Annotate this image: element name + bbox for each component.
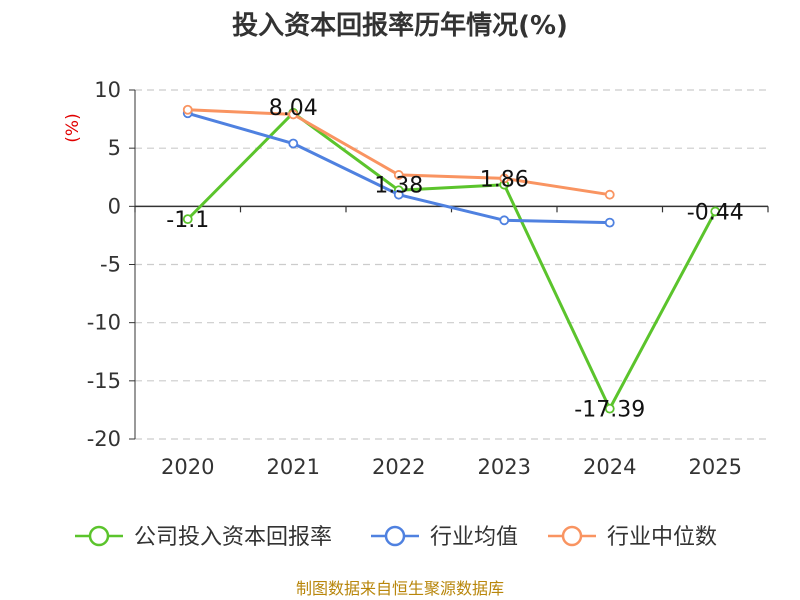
y-tick-label: -20 [87, 427, 121, 451]
x-tick-label: 2024 [583, 455, 636, 479]
data-label: 1.38 [374, 173, 423, 198]
series-line-0 [186, 111, 717, 411]
x-tick-label: 2021 [267, 455, 320, 479]
data-label: 1.86 [480, 168, 529, 193]
y-tick-label: 0 [108, 194, 121, 218]
data-label: -0.44 [687, 200, 744, 225]
series-point-2 [499, 173, 510, 184]
x-tick-label: 2023 [478, 455, 531, 479]
series-point-1 [604, 217, 615, 228]
x-tick-label: 2025 [689, 455, 742, 479]
y-tick-label: 5 [108, 136, 121, 160]
series-point-2 [393, 170, 404, 180]
series-point-2 [604, 189, 615, 200]
legend-swatch-marker [88, 525, 110, 547]
axes: 10 5 0 -5 -10 -15 -20 2020 2021 2022 2023 2024 2025 [87, 78, 769, 479]
series-point-2 [288, 109, 299, 120]
y-tick-label: 10 [94, 78, 121, 102]
series-group [182, 104, 721, 414]
series-point-0 [604, 403, 615, 414]
x-tick-label: 2022 [372, 455, 425, 479]
legend-swatch-marker [561, 525, 583, 547]
y-tick-label: -15 [87, 369, 121, 393]
data-labels: -1.1 8.04 1.38 1.86 -17.39 -0.44 [166, 96, 743, 423]
legend-label: 公司投入资本回报率 [134, 525, 332, 550]
series-point-1 [499, 215, 510, 226]
x-tick-label: 2020 [161, 455, 214, 479]
y-tick-label: -5 [100, 253, 121, 277]
legend-label: 行业中位数 [607, 525, 717, 550]
y-tick-label: -10 [87, 311, 121, 335]
series-point-0 [710, 206, 721, 217]
series-point-2 [182, 104, 193, 115]
y-axis-unit: (%) [63, 113, 83, 142]
legend-label: 行业均值 [430, 525, 518, 550]
series-point-1 [393, 189, 404, 200]
legend: 公司投入资本回报率 行业均值 行业中位数 [75, 525, 717, 550]
source-note: 制图数据来自恒生聚源数据库 [296, 579, 504, 598]
data-label: 8.04 [269, 96, 318, 121]
series-point-0 [182, 214, 193, 225]
data-label: -17.39 [574, 398, 645, 423]
legend-swatch-marker [384, 525, 406, 547]
series-point-1 [288, 138, 299, 149]
data-label: -1.1 [166, 208, 209, 233]
chart-title: 投入资本回报率历年情况(%) [232, 10, 568, 41]
grid [135, 89, 768, 440]
